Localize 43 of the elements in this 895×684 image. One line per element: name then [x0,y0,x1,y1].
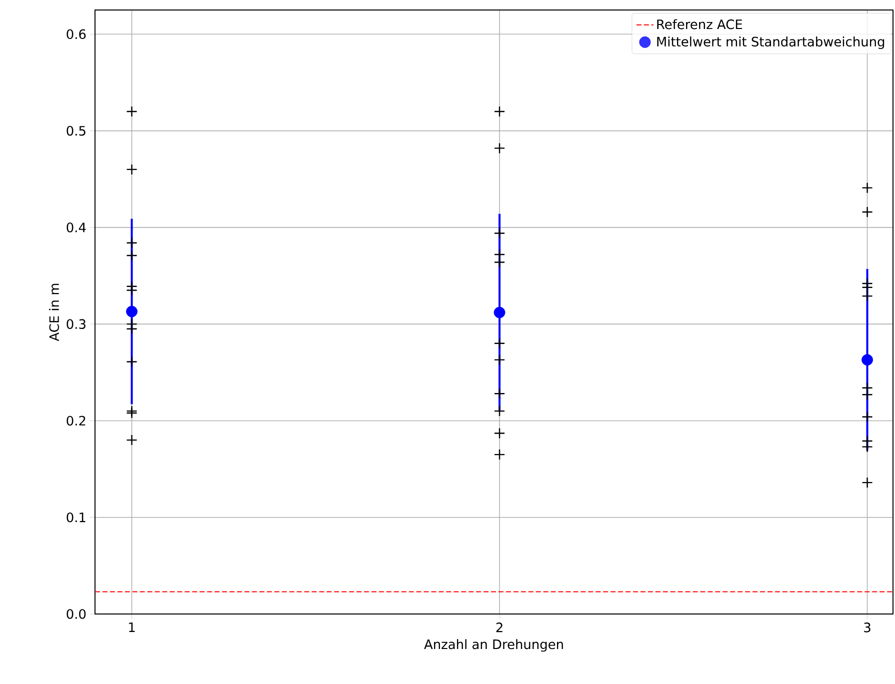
x-tick-label: 2 [496,622,502,632]
point [494,405,506,417]
point [126,106,138,118]
point [494,228,506,239]
legend-label: Referenz ACE [657,19,742,30]
point [862,182,873,194]
y-tick-label: 0.3 [66,319,86,329]
point [494,354,506,366]
y-tick-label: 0.0 [66,609,86,619]
point [494,338,506,350]
point [494,448,506,460]
y-tick-label: 0.6 [66,29,86,40]
point [862,206,873,218]
point [494,106,506,118]
point [494,142,506,154]
point [126,306,138,318]
point [862,290,873,302]
point [862,389,873,400]
point [862,441,873,452]
legend-label: Mittelwert mit Standartabweichung [657,36,884,50]
point [126,250,138,262]
point [126,164,138,176]
point [862,476,873,488]
y-tick-label: 0.4 [66,222,86,232]
x-axis-title: Anzahl an Drehungen [424,639,563,652]
point [126,237,138,248]
y-axis-title: ACE in m [49,284,60,342]
point [494,388,506,400]
point [862,411,873,422]
point [494,306,506,318]
x-tick-label: 3 [864,622,870,632]
point [862,354,873,366]
point [126,323,138,335]
y-tick-label: 0.1 [66,512,86,522]
y-tick-label: 0.2 [66,416,86,426]
point [126,356,138,368]
point [494,428,506,439]
point [494,256,506,268]
point [126,284,138,296]
point [126,434,138,446]
y-tick-label: 0.5 [66,126,86,136]
x-tick-label: 1 [129,622,135,632]
point [862,282,873,293]
